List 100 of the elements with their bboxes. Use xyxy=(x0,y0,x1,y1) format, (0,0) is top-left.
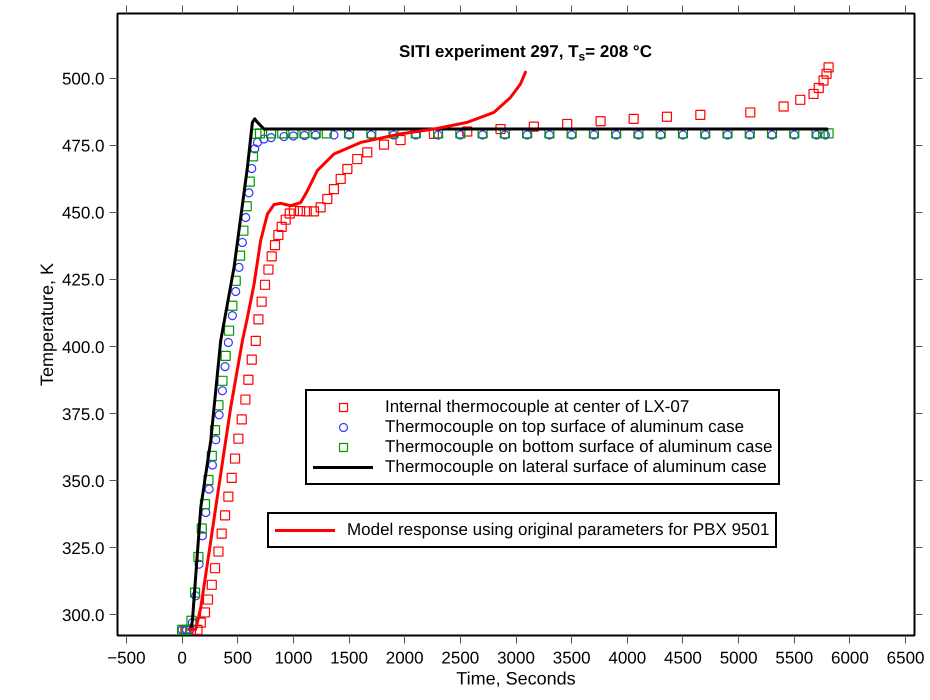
y-tick-label: 350.0 xyxy=(62,472,105,491)
x-tick-label: 0 xyxy=(177,648,187,668)
y-tick-label: 500.0 xyxy=(62,70,105,89)
point xyxy=(218,386,227,396)
point xyxy=(328,184,339,194)
x-tick-label: 6000 xyxy=(831,648,869,668)
legend-label: Thermocouple on lateral surface of aluminum case xyxy=(385,457,767,477)
point xyxy=(695,110,706,120)
point xyxy=(234,262,244,272)
point xyxy=(820,130,830,140)
y-tick-label: 300.0 xyxy=(62,606,105,625)
point xyxy=(186,616,197,626)
point xyxy=(316,202,326,212)
point xyxy=(208,460,218,470)
point xyxy=(259,134,269,144)
x-tick-label: 1000 xyxy=(274,648,312,668)
point xyxy=(193,552,204,562)
point xyxy=(823,62,834,72)
point xyxy=(253,314,264,325)
point xyxy=(252,138,262,148)
point xyxy=(224,338,233,348)
y-tick-label: 425.0 xyxy=(62,270,105,290)
x-tick-label: 5000 xyxy=(720,648,758,668)
point xyxy=(818,75,829,86)
point xyxy=(808,88,819,100)
point xyxy=(224,326,234,336)
point xyxy=(288,131,298,141)
point xyxy=(200,607,210,618)
point xyxy=(206,580,217,590)
point xyxy=(266,251,277,262)
point xyxy=(250,144,260,154)
x-tick-label: 4500 xyxy=(664,648,702,668)
point xyxy=(201,508,210,518)
point xyxy=(336,174,346,184)
point xyxy=(342,164,352,174)
y-axis-title: Temperature, K xyxy=(36,262,57,386)
point xyxy=(190,588,200,598)
legend-label: Model response using original parameters for PBX 9501 xyxy=(347,520,770,540)
point xyxy=(233,434,244,444)
point xyxy=(236,414,247,425)
point xyxy=(196,523,207,534)
legend-label: Thermocouple on top surface of aluminum case xyxy=(385,417,744,437)
point xyxy=(395,134,406,146)
x-axis-title: Time, Seconds xyxy=(456,668,576,688)
point xyxy=(263,264,274,275)
y-tick-label: 325.0 xyxy=(62,538,105,558)
point xyxy=(216,528,227,539)
point xyxy=(308,206,320,216)
point xyxy=(191,591,200,600)
point xyxy=(246,354,257,365)
point xyxy=(214,410,224,420)
point xyxy=(352,154,362,164)
point xyxy=(745,107,756,118)
point xyxy=(243,374,254,385)
point xyxy=(220,362,230,372)
x-tick-label: 2500 xyxy=(441,648,480,668)
point xyxy=(260,280,270,290)
point xyxy=(528,122,539,132)
x-tick-label: 1500 xyxy=(330,648,368,668)
y-tick-label: 375.0 xyxy=(62,404,105,424)
point xyxy=(211,435,220,444)
point xyxy=(254,128,266,138)
point xyxy=(240,394,250,405)
point xyxy=(194,560,204,569)
point xyxy=(226,472,237,483)
y-tick-label: 450.0 xyxy=(62,204,105,223)
point xyxy=(247,164,256,174)
point xyxy=(210,563,220,574)
point xyxy=(217,376,228,386)
point xyxy=(280,214,291,225)
point xyxy=(276,222,287,232)
point xyxy=(778,101,789,112)
point xyxy=(362,147,372,158)
point xyxy=(204,484,214,494)
point xyxy=(270,240,280,250)
legend-label: Thermocouple on bottom surface of aluminum case xyxy=(385,437,772,457)
point xyxy=(596,116,606,126)
x-tick-label: 3000 xyxy=(497,648,535,668)
point xyxy=(322,194,332,204)
point xyxy=(213,546,224,557)
point xyxy=(210,425,220,436)
point xyxy=(220,510,230,520)
point xyxy=(202,594,214,605)
x-tick-label: 3500 xyxy=(552,648,591,668)
point xyxy=(238,238,247,248)
point xyxy=(244,188,254,198)
point xyxy=(284,208,295,219)
point xyxy=(300,130,310,140)
y-tick-label: 400.0 xyxy=(62,338,105,357)
point xyxy=(821,68,832,79)
point xyxy=(230,453,240,464)
point xyxy=(378,140,390,150)
point xyxy=(223,492,234,502)
x-tick-label: 6500 xyxy=(886,648,925,668)
point xyxy=(241,212,250,222)
point xyxy=(279,132,289,142)
x-tick-label: 4000 xyxy=(608,648,646,668)
point xyxy=(220,350,231,361)
point xyxy=(662,112,672,122)
point xyxy=(302,206,312,216)
